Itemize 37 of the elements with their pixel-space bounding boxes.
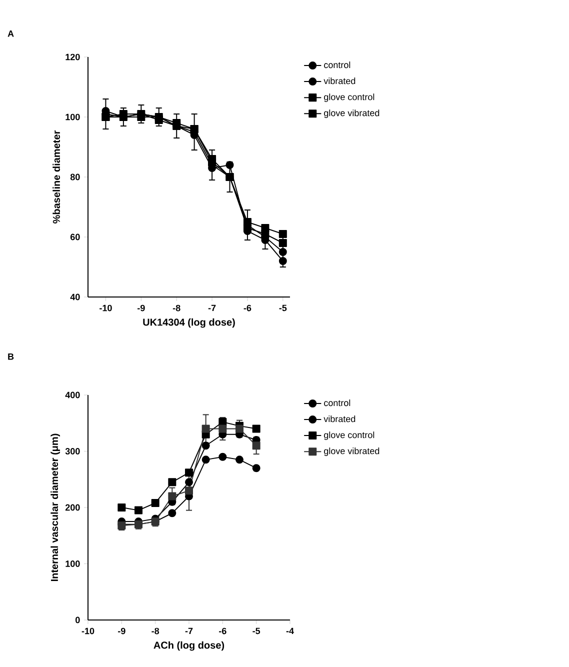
y-tick-label: 0 (76, 616, 80, 624)
y-tick-label: 80 (70, 174, 80, 180)
y-tick-label: 100 (66, 114, 80, 120)
x-tick-label: -5 (252, 628, 260, 634)
x-tick-label: -5 (279, 304, 287, 312)
x-tick-label: -10 (100, 304, 112, 312)
text: B (8, 354, 14, 360)
legend-label: control (324, 399, 350, 406)
y-tick-label: 120 (66, 54, 80, 60)
text: A (8, 30, 14, 37)
x-tick-label: -7 (208, 304, 216, 312)
y-tick-label: 200 (65, 504, 80, 511)
legend-label: control (324, 62, 350, 68)
legend-label: glove control (324, 432, 374, 440)
x-tick-label: -6 (244, 304, 252, 312)
y-tick-label: 60 (70, 234, 80, 240)
x-tick-label: -10 (82, 628, 94, 634)
legend-label: glove vibrated (324, 110, 380, 118)
x-axis-title: ACh (log dose) (154, 641, 224, 651)
y-axis-title: Internal vascular diameter (μm) (50, 434, 60, 582)
y-tick-label: 300 (65, 448, 80, 454)
x-axis-title: UK14304 (log dose) (143, 318, 235, 328)
y-axis-title: %baseline diameter (52, 130, 60, 224)
x-tick-label: -7 (185, 628, 193, 634)
legend-label: glove control (324, 94, 374, 102)
x-tick-label: -8 (152, 628, 160, 634)
x-tick-label: -6 (219, 628, 226, 634)
x-tick-label: -8 (172, 304, 180, 312)
legend-label: vibrated (324, 416, 356, 422)
x-tick-label: -4 (286, 628, 294, 634)
y-tick-label: 100 (66, 560, 80, 567)
x-tick-label: -9 (138, 304, 145, 312)
legend-label: vibrated (324, 78, 356, 84)
y-tick-label: 40 (70, 294, 80, 300)
x-tick-label: -9 (118, 628, 126, 634)
legend-label: glove vibrated (324, 448, 380, 456)
y-tick-label: 400 (65, 392, 80, 398)
